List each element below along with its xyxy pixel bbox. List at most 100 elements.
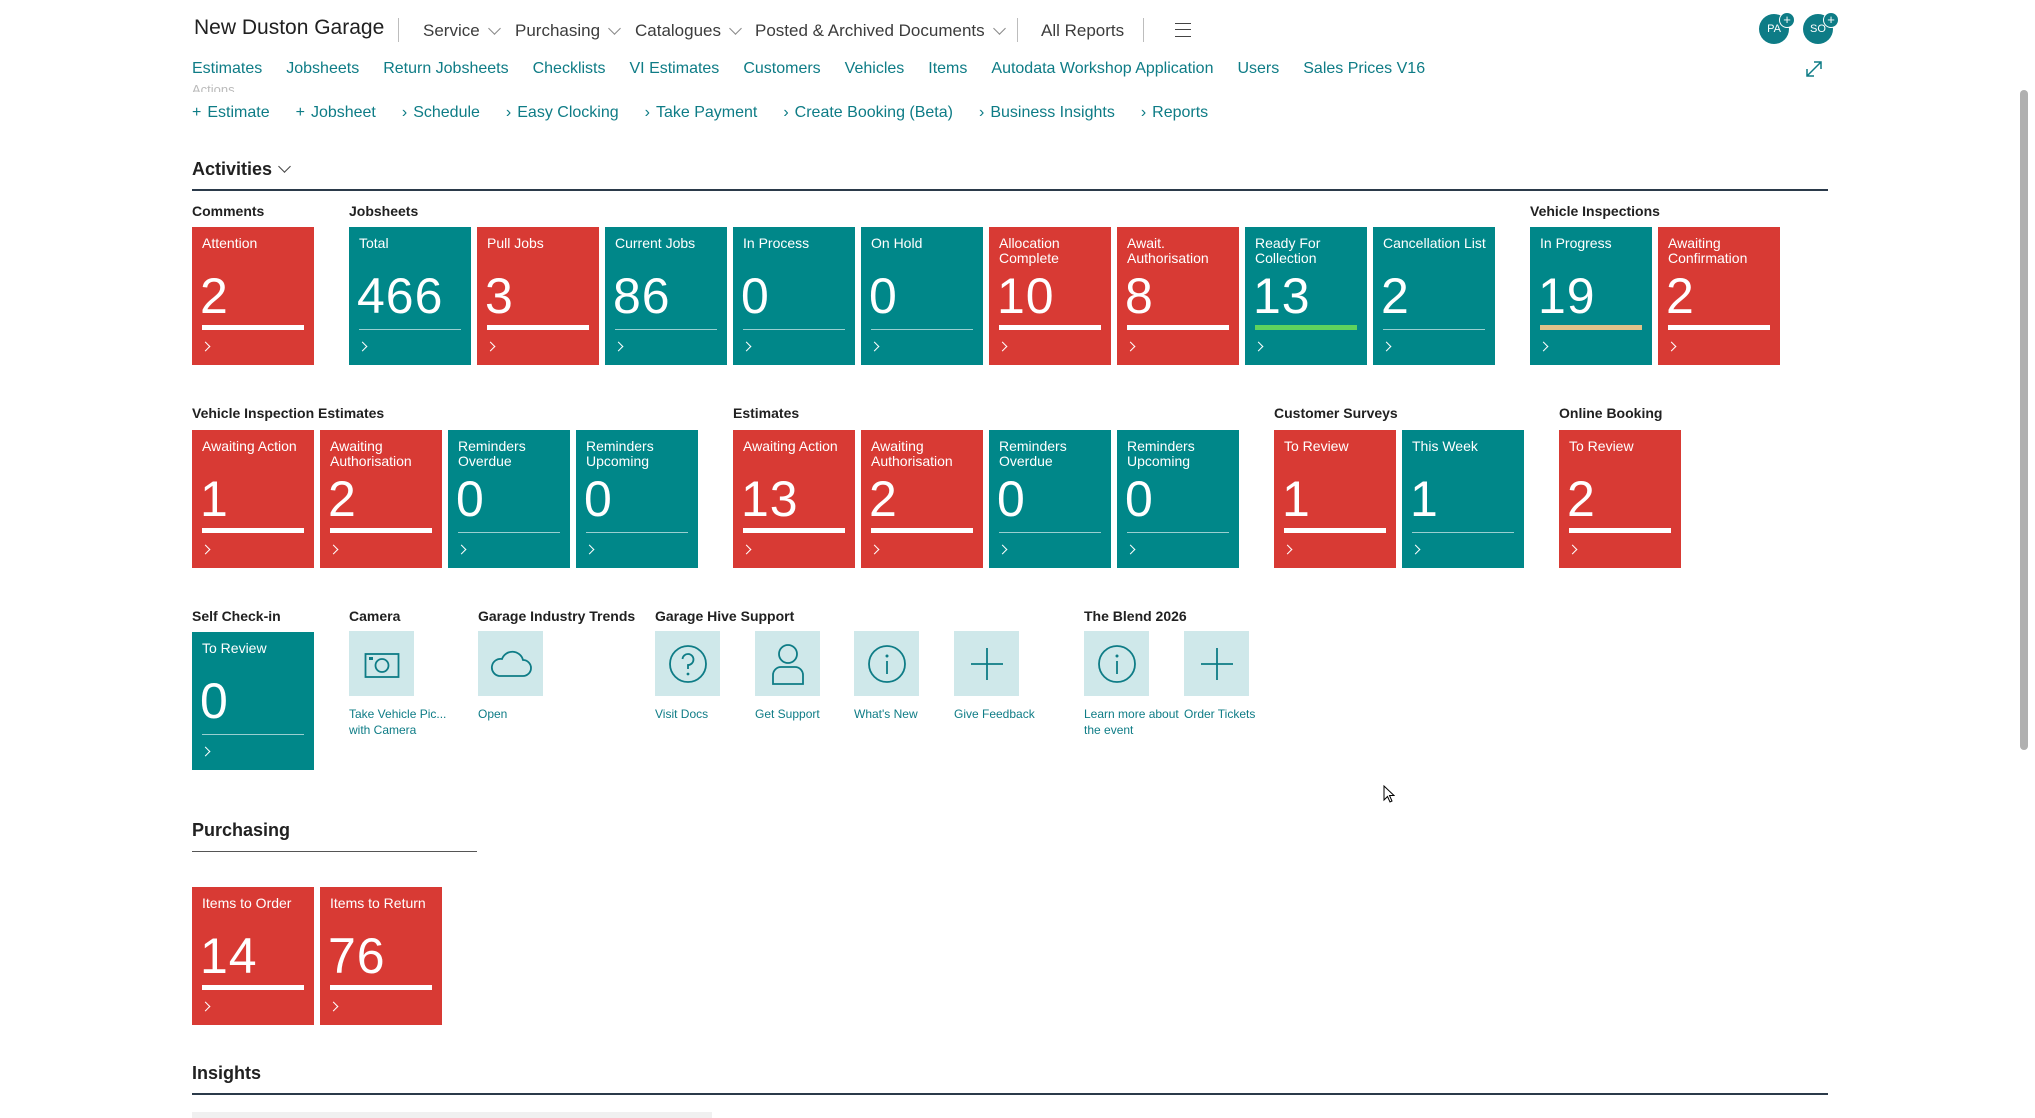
tile-jobsheets-3[interactable]: In Process 0	[733, 227, 855, 365]
whats-new-tile[interactable]	[854, 631, 919, 696]
chevron-right-icon[interactable]	[997, 341, 1008, 352]
action-create-booking[interactable]: › Create Booking (Beta)	[783, 104, 953, 122]
link-autodata[interactable]: Autodata Workshop Application	[991, 60, 1214, 77]
menu-catalogues[interactable]: Catalogues	[635, 21, 742, 41]
chevron-right-icon[interactable]	[1666, 341, 1677, 352]
chevron-right-icon[interactable]	[741, 544, 752, 555]
chevron-right-icon[interactable]	[1567, 544, 1578, 555]
visit-docs-tile[interactable]	[655, 631, 720, 696]
chevron-right-icon[interactable]	[485, 341, 496, 352]
chevron-right-icon[interactable]	[200, 746, 211, 757]
tile-vi_estimates-1[interactable]: Awaiting Authorisation 2	[320, 430, 442, 568]
chevron-right-icon[interactable]	[456, 544, 467, 555]
chevron-right-icon[interactable]	[357, 341, 368, 352]
action-new-estimate[interactable]: + Estimate	[192, 104, 270, 122]
tile-online_booking-0[interactable]: To Review 2	[1559, 430, 1681, 568]
chevron-right-icon[interactable]	[869, 341, 880, 352]
menu-purchasing[interactable]: Purchasing	[515, 21, 621, 41]
get-support-caption[interactable]: Get Support	[755, 707, 820, 721]
chevron-right-icon[interactable]	[869, 544, 880, 555]
chevron-right-icon[interactable]	[1125, 341, 1136, 352]
tile-customer_surveys-1[interactable]: This Week 1	[1402, 430, 1524, 568]
tile-estimates-2[interactable]: Reminders Overdue 0	[989, 430, 1111, 568]
camera-caption[interactable]: Take Vehicle Pic... with Camera	[349, 707, 447, 737]
camera-tile[interactable]	[349, 631, 414, 696]
order-tickets-tile[interactable]	[1184, 631, 1249, 696]
tile-purchasing-1[interactable]: Items to Return 76	[320, 887, 442, 1025]
link-users[interactable]: Users	[1237, 60, 1280, 77]
all-reports-link[interactable]: All Reports	[1041, 21, 1125, 40]
action-take-payment[interactable]: › Take Payment	[645, 104, 758, 122]
chevron-right-icon[interactable]	[584, 544, 595, 555]
tile-estimates-0[interactable]: Awaiting Action 13	[733, 430, 855, 568]
link-vehicles[interactable]: Vehicles	[844, 60, 905, 77]
give-feedback-tile[interactable]	[954, 631, 1019, 696]
tile-self_checkin-0[interactable]: To Review 0	[192, 632, 314, 770]
tile-jobsheets-1[interactable]: Pull Jobs 3	[477, 227, 599, 365]
tile-estimates-1[interactable]: Awaiting Authorisation 2	[861, 430, 983, 568]
action-reports[interactable]: › Reports	[1141, 104, 1208, 122]
action-easy-clocking[interactable]: › Easy Clocking	[506, 104, 619, 122]
learn-more-tile[interactable]	[1084, 631, 1149, 696]
link-checklists[interactable]: Checklists	[532, 60, 606, 77]
activities-section-toggle[interactable]: Activities	[192, 159, 291, 180]
tile-purchasing-0[interactable]: Items to Order 14	[192, 887, 314, 1025]
chevron-right-icon[interactable]	[1125, 544, 1136, 555]
link-customers[interactable]: Customers	[743, 60, 821, 77]
link-vi-estimates[interactable]: VI Estimates	[629, 60, 720, 77]
tile-vehicle_inspections-0[interactable]: In Progress 19	[1530, 227, 1652, 365]
chevron-right-icon[interactable]	[613, 341, 624, 352]
action-new-jobsheet[interactable]: + Jobsheet	[296, 104, 376, 122]
tile-jobsheets-7[interactable]: Ready For Collection 13	[1245, 227, 1367, 365]
get-support-tile[interactable]	[755, 631, 820, 696]
chevron-right-icon[interactable]	[200, 1001, 211, 1012]
app-title[interactable]: New Duston Garage	[194, 16, 385, 39]
chevron-right-icon[interactable]	[328, 1001, 339, 1012]
order-tickets-caption[interactable]: Order Tickets	[1184, 707, 1256, 721]
action-business-insights[interactable]: › Business Insights	[979, 104, 1115, 122]
chevron-right-icon[interactable]	[1381, 341, 1392, 352]
tile-vehicle_inspections-1[interactable]: Awaiting Confirmation 2	[1658, 227, 1780, 365]
action-schedule[interactable]: › Schedule	[402, 104, 480, 122]
tile-jobsheets-5[interactable]: Allocation Complete 10	[989, 227, 1111, 365]
tile-jobsheets-8[interactable]: Cancellation List 2	[1373, 227, 1495, 365]
vertical-scrollbar[interactable]	[2020, 90, 2028, 750]
tile-status-bar	[1255, 325, 1357, 330]
action-label: Schedule	[413, 104, 480, 121]
tile-vi_estimates-2[interactable]: Reminders Overdue 0	[448, 430, 570, 568]
link-jobsheets[interactable]: Jobsheets	[286, 60, 360, 77]
chevron-right-icon[interactable]	[1282, 544, 1293, 555]
tile-jobsheets-4[interactable]: On Hold 0	[861, 227, 983, 365]
learn-more-caption[interactable]: Learn more about the event	[1084, 707, 1179, 737]
chevron-right-icon[interactable]	[328, 544, 339, 555]
chevron-right-icon[interactable]	[1410, 544, 1421, 555]
tile-jobsheets-6[interactable]: Await. Authorisation 8	[1117, 227, 1239, 365]
link-return-jobsheets[interactable]: Return Jobsheets	[383, 60, 509, 77]
tile-jobsheets-0[interactable]: Total 466	[349, 227, 471, 365]
link-estimates[interactable]: Estimates	[192, 60, 263, 77]
tile-jobsheets-2[interactable]: Current Jobs 86	[605, 227, 727, 365]
tile-value: 13	[741, 471, 799, 527]
chevron-right-icon[interactable]	[200, 341, 211, 352]
menu-service[interactable]: Service	[423, 21, 501, 41]
menu-posted-archived[interactable]: Posted & Archived Documents	[755, 21, 1006, 41]
chevron-right-icon[interactable]	[1538, 341, 1549, 352]
chevron-right-icon[interactable]	[1253, 341, 1264, 352]
give-feedback-caption[interactable]: Give Feedback	[954, 707, 1035, 721]
link-items[interactable]: Items	[928, 60, 968, 77]
hamburger-menu-icon[interactable]	[1175, 23, 1191, 37]
expand-icon[interactable]	[1805, 60, 1823, 78]
trends-tile[interactable]	[478, 631, 543, 696]
tile-vi_estimates-3[interactable]: Reminders Upcoming 0	[576, 430, 698, 568]
tile-vi_estimates-0[interactable]: Awaiting Action 1	[192, 430, 314, 568]
chevron-right-icon[interactable]	[997, 544, 1008, 555]
chevron-right-icon[interactable]	[200, 544, 211, 555]
whats-new-caption[interactable]: What's New	[854, 707, 918, 721]
chevron-right-icon[interactable]	[741, 341, 752, 352]
visit-docs-caption[interactable]: Visit Docs	[655, 707, 709, 721]
trends-caption[interactable]: Open	[478, 707, 508, 721]
tile-comments-0[interactable]: Attention 2	[192, 227, 314, 365]
link-sales-prices[interactable]: Sales Prices V16	[1303, 60, 1426, 77]
tile-estimates-3[interactable]: Reminders Upcoming 0	[1117, 430, 1239, 568]
tile-customer_surveys-0[interactable]: To Review 1	[1274, 430, 1396, 568]
